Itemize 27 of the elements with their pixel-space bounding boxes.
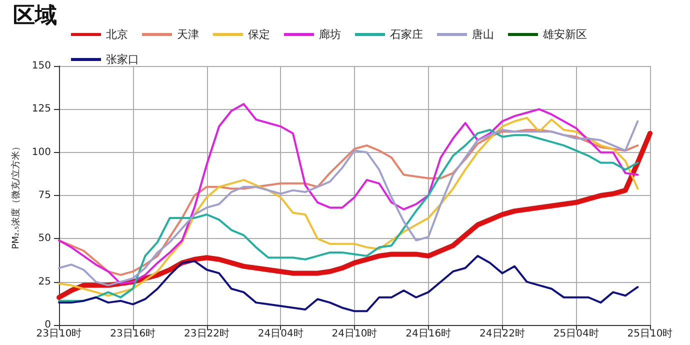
- legend-label: 保定: [248, 28, 270, 41]
- x-tick-label: 24日10时: [332, 328, 378, 340]
- y-tick-label: 0: [44, 320, 51, 330]
- legend-label: 张家口: [106, 53, 139, 66]
- y-tick-label: 50: [38, 233, 51, 244]
- x-tick-label: 25日10时: [627, 328, 673, 340]
- x-tick-label: 25日04时: [553, 328, 599, 340]
- legend-label: 唐山: [472, 28, 494, 41]
- chart-title: 区域: [13, 4, 57, 28]
- y-tick-label: 25: [38, 276, 51, 288]
- x-tick-label: 24日16时: [406, 328, 452, 340]
- x-tick-label: 23日22时: [184, 328, 230, 340]
- y-tick-label: 75: [38, 190, 51, 201]
- legend-label: 廊坊: [319, 28, 341, 41]
- y-tick-label: 150: [32, 60, 51, 72]
- x-tick-label: 24日22时: [480, 328, 525, 340]
- x-tick-label: 24日04时: [258, 328, 304, 340]
- legend-label: 雄安新区: [542, 28, 587, 41]
- y-tick-label: 100: [32, 146, 51, 158]
- y-axis-title: PM₂.₅浓度（微克/立方米）: [10, 142, 22, 250]
- legend-label: 北京: [106, 28, 128, 41]
- legend-label: 石家庄: [390, 28, 423, 41]
- x-tick-label: 23日16时: [110, 328, 156, 340]
- x-tick-label: 23日10时: [36, 328, 82, 340]
- y-tick-label: 125: [32, 104, 51, 115]
- line-series: [58, 254, 639, 312]
- legend-label: 天津: [177, 28, 199, 41]
